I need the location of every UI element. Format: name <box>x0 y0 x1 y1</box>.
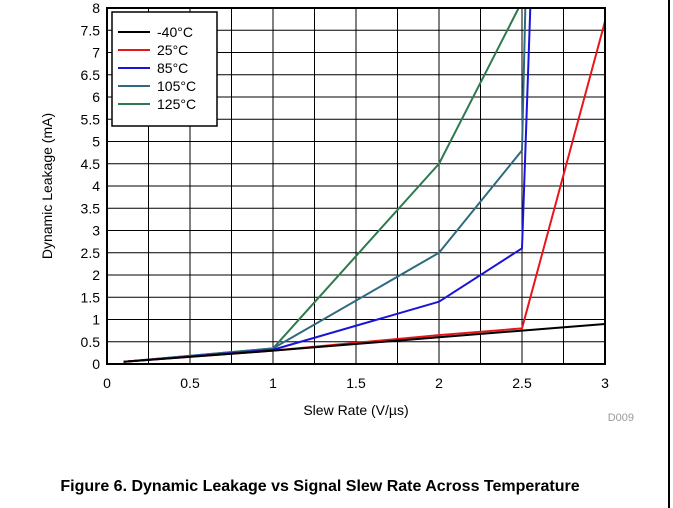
y-tick-label: 4.5 <box>81 156 101 172</box>
y-tick-label: 8 <box>92 0 100 16</box>
legend-label: 85°C <box>157 60 188 76</box>
y-tick-label: 3.5 <box>81 200 101 216</box>
series-line--40c <box>123 322 606 363</box>
y-tick-label: 1.5 <box>81 289 101 305</box>
y-tick-label: 2 <box>92 267 100 283</box>
legend-label: 105°C <box>157 78 196 94</box>
x-tick-label: 1.5 <box>346 375 366 391</box>
x-tick-label: 0 <box>103 375 111 391</box>
legend: -40°C 25°C 85°C 105°C 125°C <box>111 11 218 127</box>
x-tick-label: 2 <box>435 375 443 391</box>
plot-frame <box>106 7 606 365</box>
x-tick-label: 0.5 <box>180 375 200 391</box>
y-tick-label: 6 <box>92 89 100 105</box>
figure-id: D009 <box>608 412 634 424</box>
y-tick-label: 7.5 <box>81 22 101 38</box>
x-tick-label: 2.5 <box>512 375 532 391</box>
y-axis-label: Dynamic Leakage (mA) <box>39 113 55 259</box>
y-tick-labels: 0 0.5 1 1.5 2 2.5 3 3.5 4 4.5 5 5.5 6 6.5 7 7.5 8 <box>81 0 101 372</box>
y-tick-label: 0 <box>92 356 100 372</box>
x-axis-label: Slew Rate (V/µs) <box>303 402 408 418</box>
y-tick-label: 4 <box>92 178 100 194</box>
figure-caption: Figure 6. Dynamic Leakage vs Signal Slew… <box>60 478 580 495</box>
series-lines <box>123 7 606 363</box>
legend-label: 125°C <box>157 96 196 112</box>
y-tick-label: 1 <box>92 312 100 328</box>
y-tick-label: 6.5 <box>81 67 101 83</box>
legend-label: -40°C <box>157 24 193 40</box>
y-tick-label: 5 <box>92 134 100 150</box>
y-tick-label: 7 <box>92 45 100 61</box>
y-tick-label: 3 <box>92 223 100 239</box>
right-rule <box>668 0 670 508</box>
x-tick-label: 3 <box>601 375 609 391</box>
y-tick-label: 0.5 <box>81 334 101 350</box>
y-tick-label: 2.5 <box>81 245 101 261</box>
x-tick-labels: 0 0.5 1 1.5 2 2.5 3 <box>103 375 609 391</box>
x-tick-label: 1 <box>269 375 277 391</box>
y-tick-label: 5.5 <box>81 111 101 127</box>
legend-label: 25°C <box>157 42 188 58</box>
